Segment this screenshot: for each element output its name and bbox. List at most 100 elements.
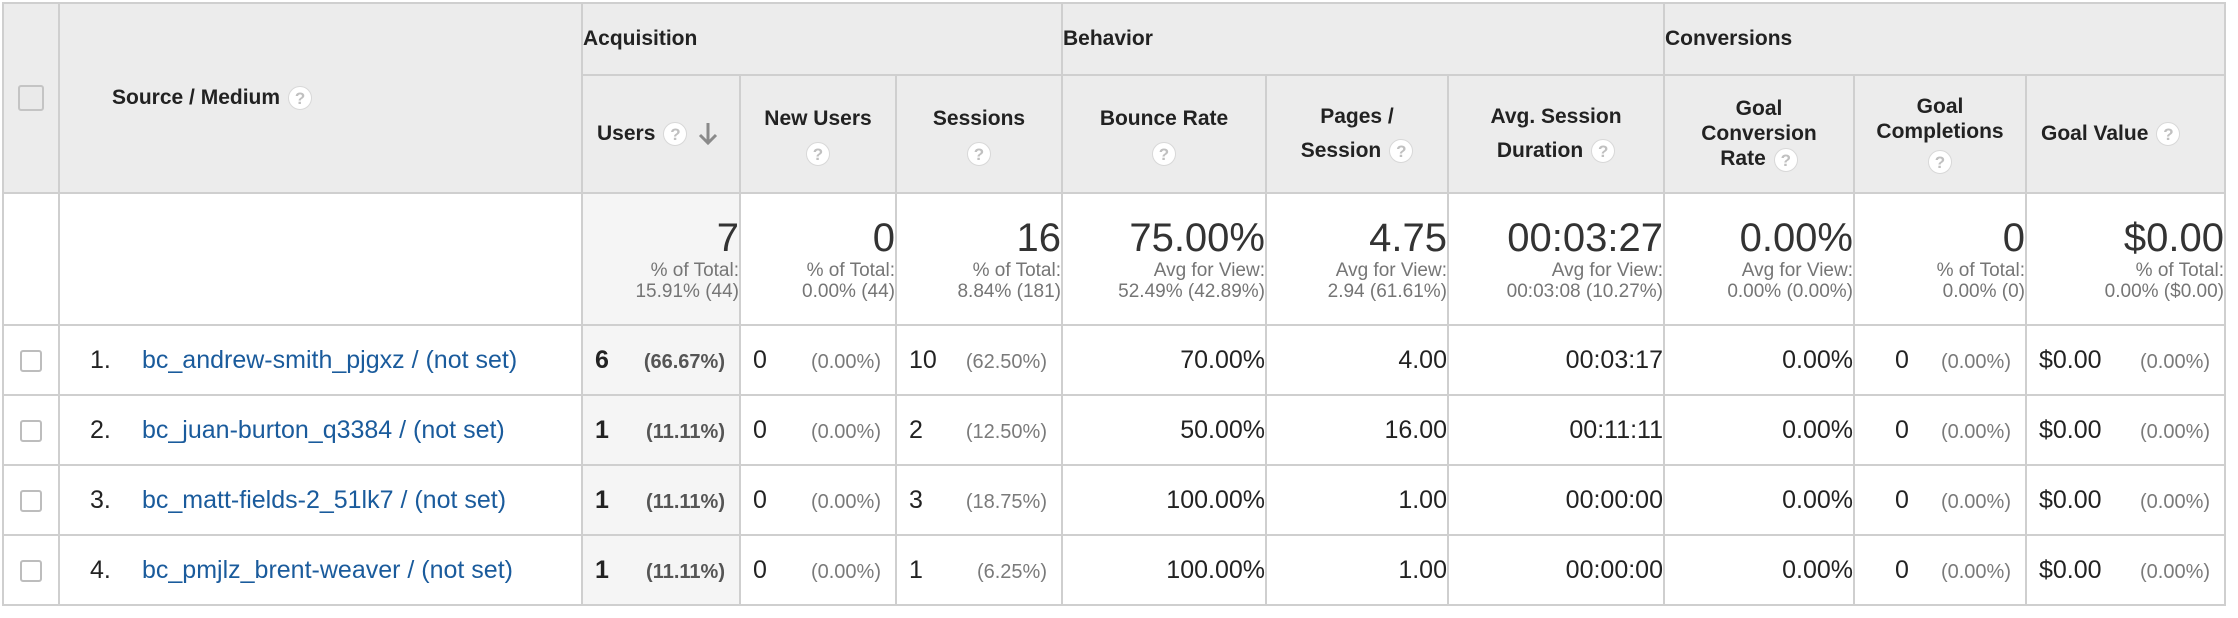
row-checkbox[interactable] bbox=[20, 419, 42, 442]
new-users-value: 0 bbox=[753, 485, 767, 514]
goal-completions-value: 0 bbox=[1895, 415, 1909, 444]
help-icon[interactable]: ? bbox=[1591, 139, 1616, 164]
sessions-percent: (18.75%) bbox=[965, 490, 1047, 513]
total-goal-value-value: $0.00 bbox=[2123, 216, 2225, 260]
new-users-cell: 0 (0.00%) bbox=[739, 534, 897, 606]
bounce-rate-column-header[interactable]: Bounce Rate ? bbox=[1061, 74, 1267, 194]
source-medium-cell: 1. bc_andrew-smith_pjgxz / (not set) bbox=[58, 324, 583, 396]
avg-session-duration-cell: 00:11:11 bbox=[1447, 394, 1665, 466]
pages-session-column-header[interactable]: Pages / Session? bbox=[1265, 74, 1449, 194]
help-icon[interactable]: ? bbox=[806, 142, 830, 166]
row-index: 1. bbox=[90, 345, 111, 374]
total-users-caption: % of Total: bbox=[650, 260, 739, 281]
help-icon[interactable]: ? bbox=[1928, 150, 1952, 174]
goal-completions-cell: 0 (0.00%) bbox=[1853, 464, 2027, 536]
total-pages-session: 4.75 Avg for View: 2.94 (61.61%) bbox=[1265, 192, 1449, 326]
sessions-column-header[interactable]: Sessions ? bbox=[895, 74, 1063, 194]
users-cell: 1 (11.11%) bbox=[581, 464, 741, 536]
total-pages-session-value: 4.75 bbox=[1369, 216, 1447, 260]
sessions-cell: 3 (18.75%) bbox=[895, 464, 1063, 536]
total-bounce-rate-detail: 52.49% (42.89%) bbox=[1118, 281, 1265, 302]
goal-conversion-rate-cell: 0.00% bbox=[1663, 534, 1855, 606]
total-goal-conv-caption: Avg for View: bbox=[1741, 260, 1853, 281]
goal-value-value: $0.00 bbox=[2039, 485, 2102, 514]
goal-value-cell: $0.00 (0.00%) bbox=[2024, 464, 2227, 536]
goal-conversion-rate-cell: 0.00% bbox=[1663, 394, 1855, 466]
totals-check-cell bbox=[2, 192, 60, 326]
total-sessions-detail: 8.84% (181) bbox=[957, 281, 1061, 302]
total-avg-session-detail: 00:03:08 (10.27%) bbox=[1506, 281, 1663, 302]
help-icon[interactable]: ? bbox=[1773, 147, 1798, 172]
new-users-value: 0 bbox=[753, 345, 767, 374]
table-row: 4. bc_pmjlz_brent-weaver / (not set) 1 (11… bbox=[2, 534, 2227, 606]
pages-session-cell: 4.00 bbox=[1265, 324, 1449, 396]
goal-value-value: $0.00 bbox=[2039, 345, 2102, 374]
total-users-value: 7 bbox=[716, 216, 739, 260]
goal-completions-percent: (0.00%) bbox=[1940, 490, 2011, 513]
goal-conversion-rate-column-header[interactable]: Goal Conversion Rate? bbox=[1663, 74, 1855, 194]
select-all-checkbox[interactable] bbox=[18, 85, 44, 111]
users-value: 1 bbox=[595, 555, 609, 584]
avg-session-duration-cell: 00:03:17 bbox=[1447, 324, 1665, 396]
avg-session-duration-cell: 00:00:00 bbox=[1447, 534, 1665, 606]
behavior-group-header: Behavior bbox=[1061, 2, 1665, 76]
help-icon[interactable]: ? bbox=[967, 142, 991, 166]
source-medium-link[interactable]: bc_matt-fields-2_51lk7 / (not set) bbox=[142, 485, 507, 514]
goal-conversion-rate-cell: 0.00% bbox=[1663, 464, 1855, 536]
help-icon[interactable]: ? bbox=[1389, 139, 1414, 164]
users-percent: (66.67%) bbox=[643, 350, 725, 373]
row-check-cell bbox=[2, 464, 60, 536]
source-medium-link[interactable]: bc_juan-burton_q3384 / (not set) bbox=[142, 415, 505, 444]
pages-session-cell: 1.00 bbox=[1265, 464, 1449, 536]
avg-session-duration-cell: 00:00:00 bbox=[1447, 464, 1665, 536]
goal-value-cell: $0.00 (0.00%) bbox=[2024, 394, 2227, 466]
users-value: 1 bbox=[595, 485, 609, 514]
row-check-cell bbox=[2, 534, 60, 606]
new-users-column-header[interactable]: New Users ? bbox=[739, 74, 897, 194]
goal-value-percent: (0.00%) bbox=[2139, 490, 2211, 513]
bounce-rate-cell: 50.00% bbox=[1061, 394, 1267, 466]
pages-session-cell: 16.00 bbox=[1265, 394, 1449, 466]
total-pages-session-caption: Avg for View: bbox=[1335, 260, 1447, 281]
avg-session-duration-column-header[interactable]: Avg. Session Duration? bbox=[1447, 74, 1665, 194]
report-table: Source / Medium? Acquisition Behavior Co… bbox=[2, 2, 2227, 606]
sessions-percent: (6.25%) bbox=[976, 560, 1047, 583]
total-new-users-detail: 0.00% (44) bbox=[802, 281, 895, 302]
help-icon[interactable]: ? bbox=[2156, 122, 2181, 147]
source-medium-label: Source / Medium bbox=[112, 85, 281, 109]
sort-descending-arrow-icon[interactable] bbox=[697, 121, 719, 147]
totals-row: 7 % of Total: 15.91% (44) 0 % of Total: … bbox=[2, 192, 2227, 326]
goal-conv-header-line3: Rate bbox=[1720, 147, 1766, 171]
sessions-percent: (62.50%) bbox=[965, 350, 1047, 373]
total-sessions: 16 % of Total: 8.84% (181) bbox=[895, 192, 1063, 326]
source-medium-link[interactable]: bc_pmjlz_brent-weaver / (not set) bbox=[142, 555, 513, 584]
help-icon[interactable]: ? bbox=[1152, 142, 1176, 166]
source-medium-cell: 2. bc_juan-burton_q3384 / (not set) bbox=[58, 394, 583, 466]
new-users-percent: (0.00%) bbox=[810, 350, 881, 373]
row-checkbox[interactable] bbox=[20, 559, 42, 582]
bounce-rate-cell: 100.00% bbox=[1061, 464, 1267, 536]
help-icon[interactable]: ? bbox=[288, 86, 313, 111]
row-checkbox[interactable] bbox=[20, 349, 42, 372]
acquisition-group-header: Acquisition bbox=[581, 2, 1063, 76]
goal-completions-column-header[interactable]: Goal Completions ? bbox=[1853, 74, 2027, 194]
source-medium-header[interactable]: Source / Medium? bbox=[58, 2, 583, 194]
row-check-cell bbox=[2, 394, 60, 466]
users-percent: (11.11%) bbox=[646, 560, 725, 583]
goal-conv-header-line2: Conversion bbox=[1701, 122, 1817, 146]
total-bounce-rate: 75.00% Avg for View: 52.49% (42.89%) bbox=[1061, 192, 1267, 326]
goal-completions-cell: 0 (0.00%) bbox=[1853, 534, 2027, 606]
users-column-header[interactable]: Users? bbox=[581, 74, 741, 194]
goal-value-column-header[interactable]: Goal Value? bbox=[2024, 74, 2227, 194]
row-checkbox[interactable] bbox=[20, 489, 42, 512]
users-value: 1 bbox=[595, 415, 609, 444]
table-row: 1. bc_andrew-smith_pjgxz / (not set) 6 (66… bbox=[2, 324, 2227, 396]
totals-label-cell bbox=[58, 192, 583, 326]
goal-value-value: $0.00 bbox=[2039, 415, 2102, 444]
goal-value-header-label: Goal Value bbox=[2041, 122, 2149, 145]
goal-value-value: $0.00 bbox=[2039, 555, 2102, 584]
help-icon[interactable]: ? bbox=[663, 122, 688, 147]
source-medium-link[interactable]: bc_andrew-smith_pjgxz / (not set) bbox=[142, 345, 518, 374]
goal-completions-value: 0 bbox=[1895, 345, 1909, 374]
conversions-group-header: Conversions bbox=[1662, 2, 2227, 76]
